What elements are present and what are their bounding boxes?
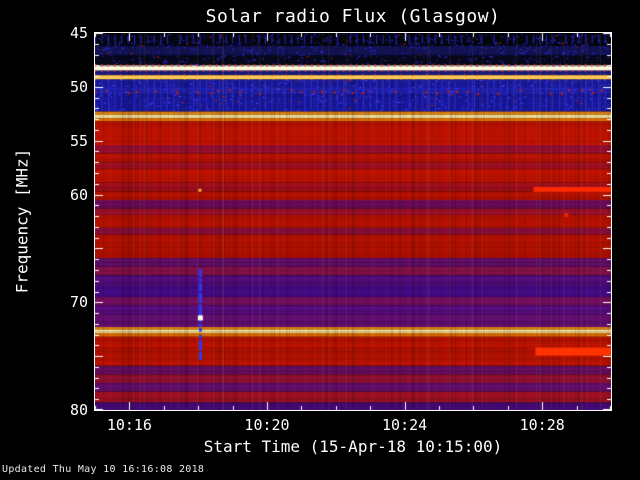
x-tick-label: 10:16 [106,416,152,434]
y-tick-label: 70 [69,293,88,312]
x-tick-label: 10:24 [382,416,428,434]
x-tick-label: 10:28 [519,416,565,434]
updated-timestamp: Updated Thu May 10 16:16:08 2018 [2,464,205,475]
spectrogram-canvas [95,33,611,410]
x-tick-label: 10:20 [244,416,290,434]
y-tick-label: 80 [69,401,88,419]
x-axis-label: Start Time (15-Apr-18 10:15:00) [203,437,503,456]
y-tick-label: 60 [69,185,88,204]
y-tick-label: 55 [69,131,88,150]
chart-title: Solar radio Flux (Glasgow) [205,6,501,27]
y-axis-label: Frequency [MHz] [12,148,32,294]
plot-area [94,32,612,411]
y-tick-label: 50 [69,77,88,96]
y-tick-label: 45 [69,24,88,42]
